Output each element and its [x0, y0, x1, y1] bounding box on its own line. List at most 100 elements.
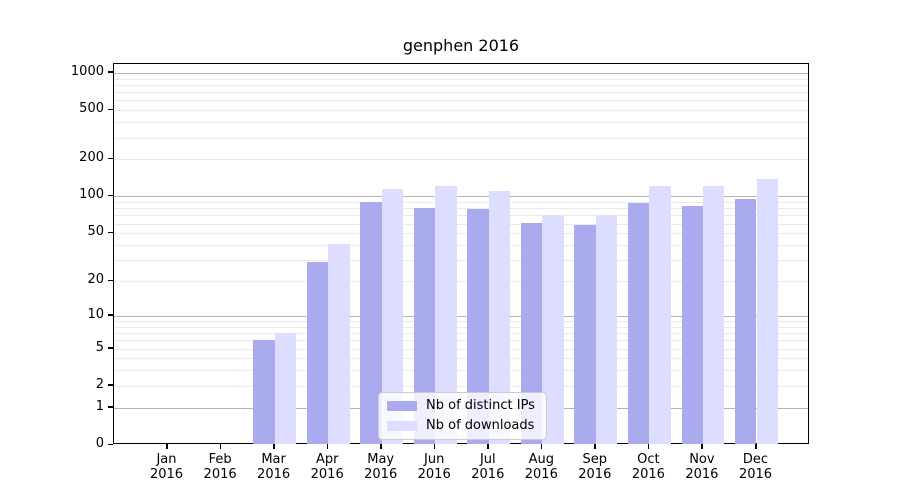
gridline-minor-2: [114, 385, 808, 387]
gridline-minor-200: [114, 159, 808, 161]
bar-may-distinct-ips: [360, 201, 382, 444]
legend-swatch-distinct-ips-icon: [387, 401, 417, 411]
y-tick-200: [108, 157, 113, 160]
legend-entry-distinct-ips: Nb of distinct IPs: [387, 398, 538, 414]
gridline-minor-400: [114, 122, 808, 124]
gridline-major-1000: [114, 72, 808, 74]
y-tick-label-0: 0: [95, 436, 104, 451]
gridline-minor-70: [114, 215, 808, 217]
y-tick-10: [108, 314, 113, 316]
y-tick-5: [108, 347, 113, 349]
x-tick-jun: [433, 444, 436, 449]
bar-oct-downloads: [649, 186, 671, 444]
y-tick-label-200: 200: [79, 150, 104, 166]
y-tick-50: [108, 231, 113, 234]
bar-oct-distinct-ips: [628, 203, 650, 444]
y-tick-label-5: 5: [95, 339, 104, 355]
y-tick-2: [108, 384, 113, 386]
x-tick-label-sep: Sep 2016: [578, 452, 612, 482]
x-tick-label-oct: Oct 2016: [631, 452, 665, 482]
gridline-minor-50: [114, 233, 808, 235]
bar-may-downloads: [381, 188, 404, 444]
x-tick-label-dec: Dec 2016: [738, 452, 773, 482]
legend-label-distinct-ips: Nb of distinct IPs: [426, 398, 535, 413]
gridline-minor-20: [114, 281, 808, 282]
gridline-major-100: [114, 196, 808, 198]
y-tick-20: [108, 279, 113, 281]
gridline-minor-600: [114, 100, 808, 102]
y-tick-0: [108, 443, 113, 445]
chart-title: genphen 2016: [402, 36, 520, 55]
legend-label-downloads: Nb of downloads: [426, 418, 535, 433]
gridline-minor-40: [114, 245, 808, 246]
x-tick-label-may: May 2016: [364, 452, 398, 482]
bar-apr-distinct-ips: [306, 261, 329, 444]
gridline-minor-60: [114, 223, 808, 225]
bar-dec-distinct-ips: [735, 199, 757, 444]
x-tick-label-apr: Apr 2016: [310, 452, 344, 482]
x-tick-may: [380, 444, 382, 449]
bar-sep-distinct-ips: [574, 224, 596, 444]
gridline-minor-300: [114, 137, 808, 139]
legend-swatch-downloads-icon: [387, 421, 417, 431]
y-tick-label-1: 1: [95, 398, 104, 414]
y-tick-label-20: 20: [87, 272, 104, 287]
y-tick-100: [108, 194, 113, 197]
gridline-minor-500: [114, 110, 808, 112]
y-tick-label-100: 100: [79, 187, 104, 203]
bar-nov-distinct-ips: [681, 205, 703, 444]
gridline-minor-80: [114, 208, 808, 210]
y-tick-1: [108, 406, 113, 408]
gridline-major-10: [114, 315, 808, 317]
gridline-minor-5: [114, 348, 808, 350]
gridline-minor-700: [114, 92, 808, 94]
x-tick-jan: [166, 444, 168, 449]
x-tick-label-jan: Jan 2016: [149, 452, 184, 482]
x-tick-label-mar: Mar 2016: [257, 452, 291, 482]
bar-mar-downloads: [274, 333, 296, 444]
gridline-minor-8: [114, 326, 808, 328]
x-tick-dec: [755, 444, 757, 449]
y-tick-label-2: 2: [95, 376, 104, 392]
gridline-minor-4: [114, 358, 808, 360]
gridline-minor-6: [114, 340, 808, 342]
bar-apr-downloads: [328, 243, 350, 444]
legend-entry-downloads: Nb of downloads: [387, 418, 538, 434]
legend: Nb of distinct IPs Nb of downloads: [378, 392, 547, 440]
x-tick-feb: [219, 444, 222, 449]
y-tick-label-1000: 1000: [70, 63, 104, 79]
x-tick-apr: [326, 444, 329, 449]
bar-mar-distinct-ips: [253, 340, 275, 444]
x-tick-mar: [273, 444, 275, 449]
x-tick-label-nov: Nov 2016: [685, 452, 719, 482]
x-tick-jul: [487, 444, 489, 449]
x-tick-oct: [647, 444, 650, 449]
bar-jun-downloads: [435, 186, 457, 444]
y-tick-label-500: 500: [79, 101, 104, 117]
bar-jun-distinct-ips: [413, 208, 436, 444]
bar-nov-downloads: [702, 185, 725, 444]
bar-aug-downloads: [542, 215, 564, 444]
x-tick-sep: [594, 444, 596, 449]
y-tick-1000: [108, 71, 113, 73]
y-tick-label-10: 10: [87, 306, 104, 322]
gridline-minor-90: [114, 202, 808, 204]
bar-sep-downloads: [595, 215, 618, 444]
y-tick-label-50: 50: [87, 224, 104, 240]
bar-jul-downloads: [488, 191, 511, 444]
bar-dec-downloads: [756, 179, 778, 444]
gridline-minor-900: [114, 78, 808, 80]
gridline-minor-30: [114, 260, 808, 262]
gridline-minor-9: [114, 321, 808, 322]
y-tick-500: [108, 108, 113, 111]
x-tick-label-jul: Jul 2016: [471, 452, 505, 482]
x-tick-nov: [701, 444, 703, 449]
x-tick-label-aug: Aug 2016: [524, 452, 558, 482]
x-tick-label-jun: Jun 2016: [417, 452, 451, 482]
x-tick-aug: [540, 444, 543, 449]
gridline-minor-800: [114, 84, 808, 86]
bar-aug-distinct-ips: [520, 222, 543, 444]
plot-area: [113, 63, 809, 444]
bar-jul-distinct-ips: [467, 209, 489, 444]
